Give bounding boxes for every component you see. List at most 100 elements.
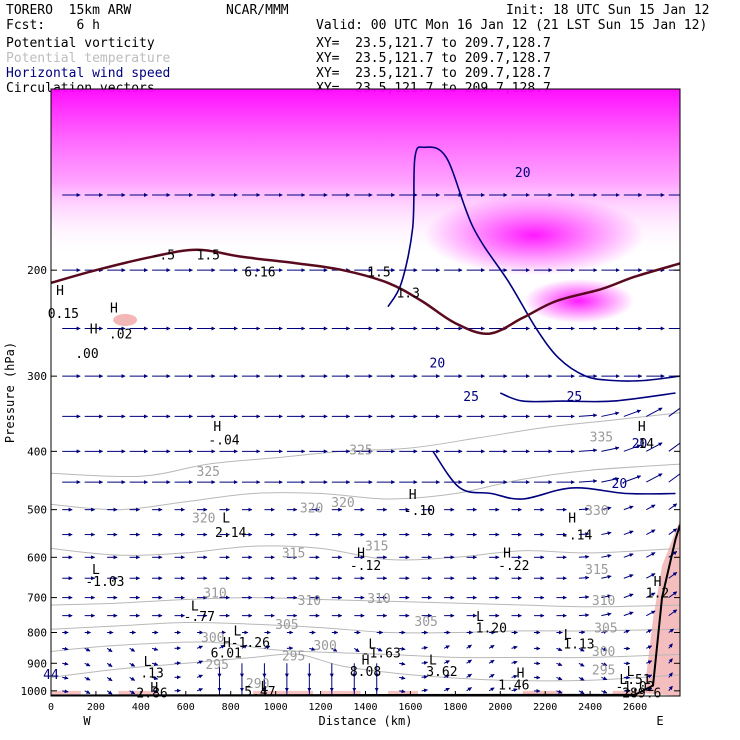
circulation-vector bbox=[219, 644, 225, 649]
circulation-vector bbox=[84, 662, 91, 667]
circulation-vector bbox=[601, 647, 608, 652]
theta-label: 325 bbox=[349, 444, 372, 459]
wind-contour-25-1 bbox=[499, 392, 676, 403]
circulation-vector bbox=[196, 688, 203, 692]
circulation-vector bbox=[646, 674, 653, 679]
circulation-vector bbox=[601, 446, 620, 452]
pv-label: 3.62 bbox=[426, 665, 457, 680]
pv-label: H bbox=[213, 420, 221, 435]
circulation-vector bbox=[578, 448, 598, 453]
circulation-vector bbox=[578, 613, 590, 618]
y-tick-label: 400 bbox=[27, 445, 47, 458]
circulation-vector bbox=[601, 676, 608, 681]
circulation-vector bbox=[421, 660, 428, 665]
circulation-vector bbox=[511, 645, 518, 650]
circulation-vector bbox=[399, 675, 406, 680]
circulation-vector bbox=[646, 610, 656, 617]
wind-speed-label: 25 bbox=[463, 390, 479, 405]
x-tick-label: 1400 bbox=[353, 702, 377, 713]
theta-contour-295 bbox=[51, 653, 680, 682]
circulation-vector bbox=[668, 628, 674, 633]
field-label-wind: Horizontal wind speed bbox=[6, 66, 171, 81]
circulation-vector bbox=[151, 647, 159, 651]
circulation-vector bbox=[578, 662, 585, 667]
circulation-vector bbox=[443, 687, 450, 692]
axes: 0 200 400 600 800 1000 1200 1400 1600 1800 2000 220… bbox=[3, 88, 681, 728]
circulation-vector bbox=[578, 595, 590, 600]
circulation-vector bbox=[129, 690, 136, 695]
pv-negative-sfc-2 bbox=[253, 690, 314, 696]
tropopause-contour bbox=[51, 248, 680, 696]
circulation-vector bbox=[578, 532, 590, 537]
pv-label: 2.14 bbox=[215, 526, 246, 541]
circulation-vector bbox=[623, 574, 634, 579]
east-label: E bbox=[656, 714, 663, 728]
circulation-vector bbox=[106, 647, 113, 653]
pv-label: 1.5 bbox=[197, 248, 220, 263]
circulation-vector bbox=[623, 611, 634, 617]
forecast-label: Fcst: 6 h bbox=[6, 18, 100, 33]
theta-label: 330 bbox=[585, 504, 608, 519]
circulation-vector bbox=[511, 660, 518, 665]
pv-shading-layer bbox=[51, 89, 680, 696]
pv-label: H-1.26 bbox=[223, 636, 270, 651]
circulation-vector bbox=[309, 647, 316, 651]
init-label: Init: 18 UTC Sun 15 Jan 12 bbox=[506, 3, 710, 18]
circulation-vector bbox=[196, 674, 203, 679]
theta-label: 315 bbox=[365, 540, 388, 555]
circulation-vector bbox=[623, 629, 630, 634]
circulation-vector bbox=[556, 662, 563, 667]
pv-label: -.14 bbox=[561, 528, 592, 543]
circulation-vector bbox=[488, 644, 495, 649]
circulation-vector bbox=[646, 629, 652, 634]
circulation-vector bbox=[646, 442, 663, 452]
circulation-vector bbox=[556, 689, 563, 694]
pv-label: -1.03 bbox=[85, 575, 124, 590]
circulation-vector bbox=[601, 662, 608, 667]
x-tick-label: 2200 bbox=[533, 702, 557, 713]
y-tick-label: 600 bbox=[27, 551, 47, 564]
x-tick-label: 1800 bbox=[443, 702, 467, 713]
circulation-vector bbox=[601, 477, 620, 483]
pv-negative-sfc-6 bbox=[612, 690, 643, 696]
circulation-vector bbox=[466, 659, 472, 664]
circulation-vector bbox=[62, 675, 69, 680]
pv-label: L bbox=[564, 628, 572, 643]
pv-label: .02 bbox=[109, 328, 132, 343]
pv-negative-upper bbox=[113, 313, 138, 326]
circulation-vector bbox=[129, 662, 136, 667]
circulation-vector bbox=[646, 473, 663, 483]
circulation-vector bbox=[443, 674, 450, 679]
circulation-vector bbox=[376, 647, 383, 652]
circulation-vector bbox=[578, 676, 585, 681]
circulation-vector bbox=[646, 504, 656, 511]
center-label: NCAR/MMM bbox=[226, 3, 289, 18]
circulation-vector bbox=[488, 659, 495, 664]
circulation-vector bbox=[151, 689, 159, 694]
y-tick-label: 900 bbox=[27, 657, 47, 670]
theta-label: 315 bbox=[282, 546, 305, 561]
circulation-vector bbox=[623, 530, 634, 536]
circulation-vector bbox=[556, 647, 563, 652]
pv-label: 1.3 bbox=[396, 286, 419, 301]
pv-label: .13 bbox=[140, 666, 163, 681]
circulation-vector bbox=[646, 529, 656, 536]
circulation-vector bbox=[601, 411, 620, 417]
circulation-vector bbox=[129, 676, 136, 681]
west-label: W bbox=[83, 714, 91, 728]
theta-label: 295 bbox=[282, 649, 305, 664]
x-tick-label: 2000 bbox=[488, 702, 512, 713]
pv-negative-sfc-3 bbox=[320, 690, 361, 696]
field-xy-wind: XY= 23.5,121.7 to 209.7,128.7 bbox=[316, 66, 551, 81]
x-tick-label: 600 bbox=[177, 702, 195, 713]
theta-label: 310 bbox=[298, 594, 321, 609]
pv-label: L bbox=[429, 654, 437, 669]
theta-label: 310 bbox=[203, 587, 226, 602]
circulation-vector bbox=[668, 471, 680, 483]
circulation-vector bbox=[668, 405, 680, 417]
theta-label: 335 bbox=[590, 430, 613, 445]
pv-negative-east bbox=[644, 519, 680, 696]
circulation-vector bbox=[578, 507, 590, 512]
y-tick-label: 1000 bbox=[21, 685, 48, 698]
